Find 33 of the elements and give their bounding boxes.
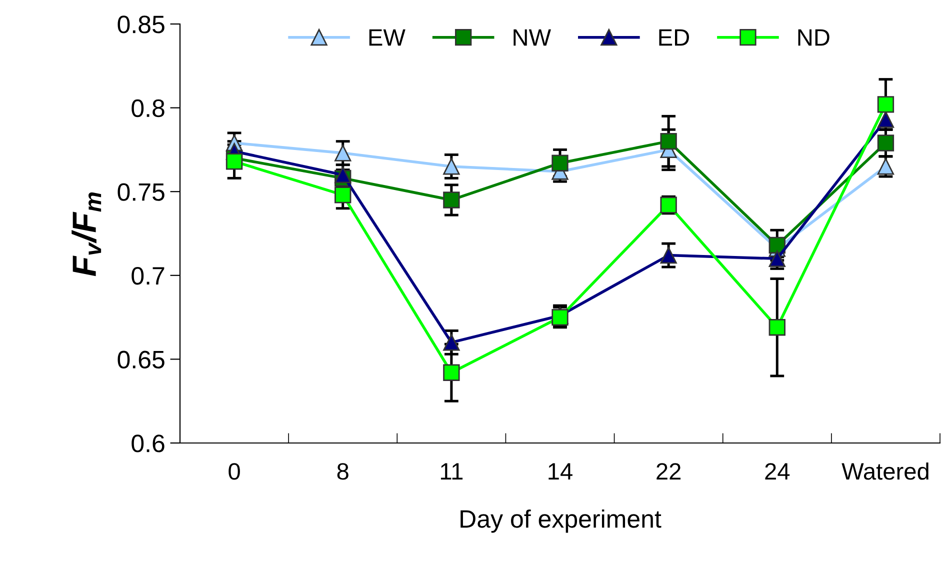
point — [660, 246, 677, 264]
point — [334, 186, 352, 204]
y-tick-label: 0.65 — [118, 350, 164, 369]
x-tick-label: Watered — [842, 462, 928, 480]
point — [443, 334, 460, 351]
legend-label: NW — [514, 29, 551, 46]
x-tick-label: 22 — [656, 463, 681, 480]
x-tick-label: 8 — [337, 463, 348, 480]
y-tick-label: 0.8 — [132, 99, 164, 118]
y-tick-label: 0.75 — [118, 183, 164, 201]
point — [660, 132, 677, 150]
legend-label: EW — [369, 29, 406, 46]
point — [443, 158, 460, 175]
y-axis-title: F$_{v}$/F$_{m}$ — [72, 192, 102, 276]
point — [443, 364, 460, 381]
point — [552, 308, 568, 326]
y-tick-label: 0.6 — [132, 434, 164, 452]
y-tick-label: 0.7 — [132, 267, 164, 285]
point — [877, 96, 894, 113]
legend-label: ND — [798, 29, 830, 46]
x-tick-label: 24 — [765, 463, 790, 480]
y-tick-label: 0.85 — [118, 16, 164, 34]
point — [768, 319, 786, 336]
point — [877, 134, 894, 152]
x-tick-label: 11 — [440, 463, 463, 480]
x-tick-label: 0 — [228, 463, 240, 480]
point — [443, 192, 460, 208]
legend-label: ED — [659, 29, 689, 46]
x-axis-title: Day of experiment — [460, 509, 662, 533]
point — [334, 144, 352, 162]
point — [552, 154, 568, 172]
point — [226, 153, 243, 170]
x-tick-label: 14 — [548, 463, 572, 480]
